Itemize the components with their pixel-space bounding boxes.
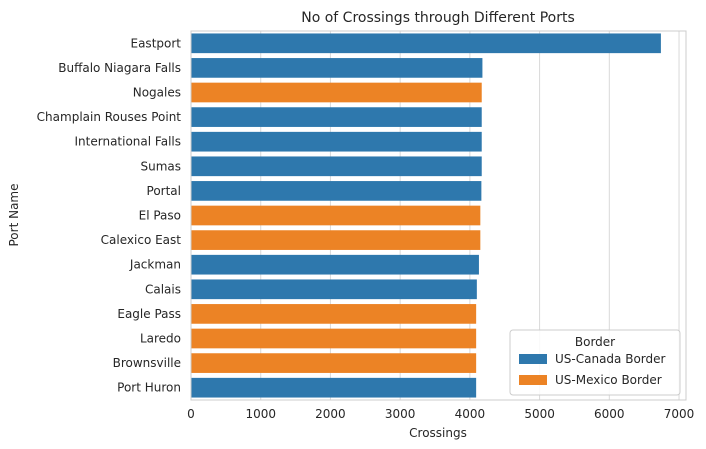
bar xyxy=(191,107,482,127)
legend: Border US-Canada Border US-Mexico Border xyxy=(509,329,681,396)
y-tick-label: Portal xyxy=(147,184,181,198)
x-tick-label: 3000 xyxy=(385,407,416,421)
legend-swatch xyxy=(519,375,547,385)
y-tick-label: Sumas xyxy=(140,159,181,173)
y-tick-labels: Eastport Buffalo Niagara Falls Nogales Cham… xyxy=(37,36,182,394)
y-tick-label: Eastport xyxy=(131,36,182,50)
y-tick-label: Jackman xyxy=(129,258,181,272)
chart-title: No of Crossings through Different Ports xyxy=(301,10,575,26)
plot-frame xyxy=(190,30,687,401)
bar xyxy=(191,377,477,398)
x-tick-labels: 0 1000 2000 3000 4000 5000 6000 7000 xyxy=(187,407,694,421)
y-tick-label: Brownsville xyxy=(113,356,181,370)
x-tick-label: 0 xyxy=(187,407,195,421)
bar xyxy=(191,156,482,177)
bar xyxy=(191,33,661,54)
y-tick-label: Buffalo Niagara Falls xyxy=(58,61,181,75)
y-tick-label: International Falls xyxy=(75,135,181,149)
x-tick-label: 7000 xyxy=(664,407,695,421)
y-tick-label: Port Huron xyxy=(117,381,181,395)
x-axis-title: Crossings xyxy=(409,426,467,440)
bars-group xyxy=(191,33,661,398)
y-tick-label: Calais xyxy=(145,282,181,296)
y-axis-title: Port Name xyxy=(7,183,21,246)
legend-label: US-Canada Border xyxy=(555,352,666,366)
bar xyxy=(191,353,477,373)
legend-title: Border xyxy=(575,335,615,349)
bar xyxy=(191,328,477,349)
x-tick-label: 2000 xyxy=(315,407,346,421)
bar xyxy=(191,58,483,78)
x-tick-label: 5000 xyxy=(524,407,555,421)
y-tick-label: Nogales xyxy=(133,86,181,100)
x-tick-label: 6000 xyxy=(594,407,625,421)
bar xyxy=(191,254,479,275)
x-tick-label: 1000 xyxy=(245,407,276,421)
y-tick-label: Eagle Pass xyxy=(117,307,181,321)
legend-box xyxy=(509,329,681,396)
y-tick-label: Champlain Rouses Point xyxy=(37,110,182,124)
x-tick-label: 4000 xyxy=(455,407,486,421)
y-tick-label: Laredo xyxy=(140,332,181,346)
bar xyxy=(191,304,477,324)
bar xyxy=(191,181,482,201)
legend-swatch xyxy=(519,354,547,364)
y-tick-label: Calexico East xyxy=(101,233,182,247)
bar xyxy=(191,131,482,152)
legend-label: US-Mexico Border xyxy=(555,373,662,387)
bar xyxy=(191,279,477,300)
bar xyxy=(191,205,481,226)
bar xyxy=(191,82,482,103)
bar xyxy=(191,230,481,250)
y-tick-label: El Paso xyxy=(139,209,181,223)
